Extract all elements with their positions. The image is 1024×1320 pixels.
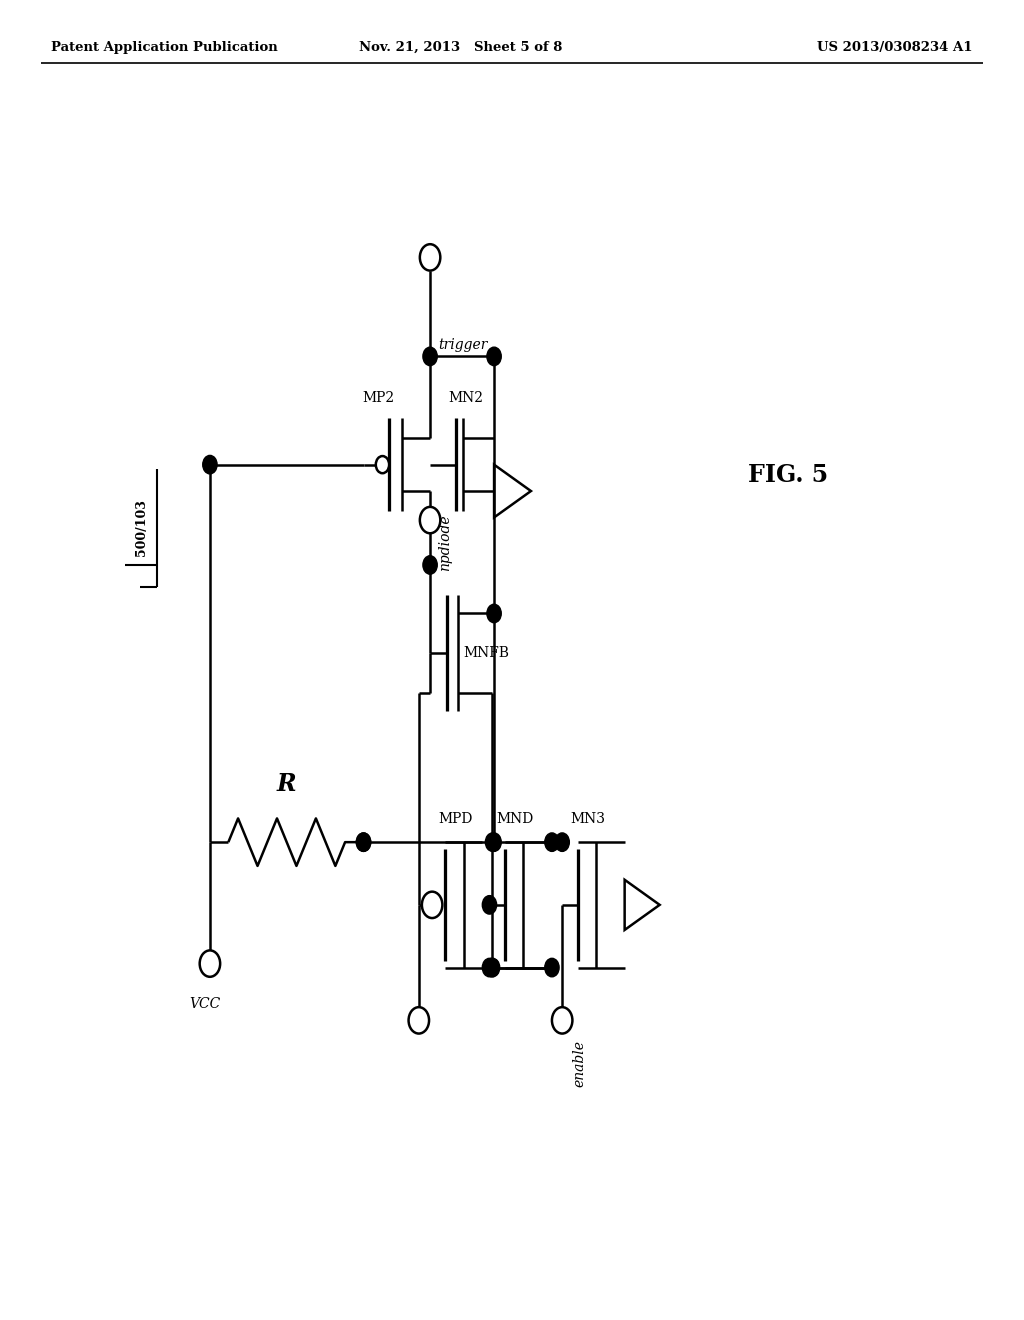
Circle shape bbox=[420, 244, 440, 271]
Circle shape bbox=[487, 347, 502, 366]
Circle shape bbox=[203, 455, 217, 474]
Text: trigger: trigger bbox=[438, 338, 487, 352]
Text: 500/103: 500/103 bbox=[135, 499, 147, 557]
Circle shape bbox=[376, 455, 389, 474]
Text: npdiode: npdiode bbox=[438, 515, 453, 570]
Text: MN3: MN3 bbox=[570, 812, 605, 826]
Circle shape bbox=[482, 895, 497, 913]
Text: US 2013/0308234 A1: US 2013/0308234 A1 bbox=[817, 41, 973, 54]
Circle shape bbox=[487, 605, 502, 623]
Text: VCC: VCC bbox=[189, 997, 220, 1011]
Circle shape bbox=[356, 833, 371, 851]
Circle shape bbox=[200, 950, 220, 977]
Text: MND: MND bbox=[497, 812, 534, 826]
Circle shape bbox=[552, 1007, 572, 1034]
Text: MPD: MPD bbox=[438, 812, 473, 826]
Text: Nov. 21, 2013   Sheet 5 of 8: Nov. 21, 2013 Sheet 5 of 8 bbox=[359, 41, 562, 54]
Text: Patent Application Publication: Patent Application Publication bbox=[51, 41, 278, 54]
Circle shape bbox=[423, 347, 437, 366]
Circle shape bbox=[409, 1007, 429, 1034]
Text: MN2: MN2 bbox=[449, 391, 483, 405]
Circle shape bbox=[555, 833, 569, 851]
Circle shape bbox=[423, 556, 437, 574]
Circle shape bbox=[422, 892, 442, 919]
Circle shape bbox=[487, 833, 502, 851]
Circle shape bbox=[485, 833, 500, 851]
Circle shape bbox=[482, 958, 497, 977]
Text: MNFB: MNFB bbox=[464, 647, 509, 660]
Text: enable: enable bbox=[572, 1040, 587, 1088]
Circle shape bbox=[545, 833, 559, 851]
Circle shape bbox=[545, 958, 559, 977]
Text: FIG. 5: FIG. 5 bbox=[749, 463, 828, 487]
Circle shape bbox=[356, 833, 371, 851]
Circle shape bbox=[485, 958, 500, 977]
Text: R: R bbox=[276, 772, 297, 796]
Text: MP2: MP2 bbox=[362, 391, 395, 405]
Circle shape bbox=[420, 507, 440, 533]
Circle shape bbox=[485, 958, 500, 977]
